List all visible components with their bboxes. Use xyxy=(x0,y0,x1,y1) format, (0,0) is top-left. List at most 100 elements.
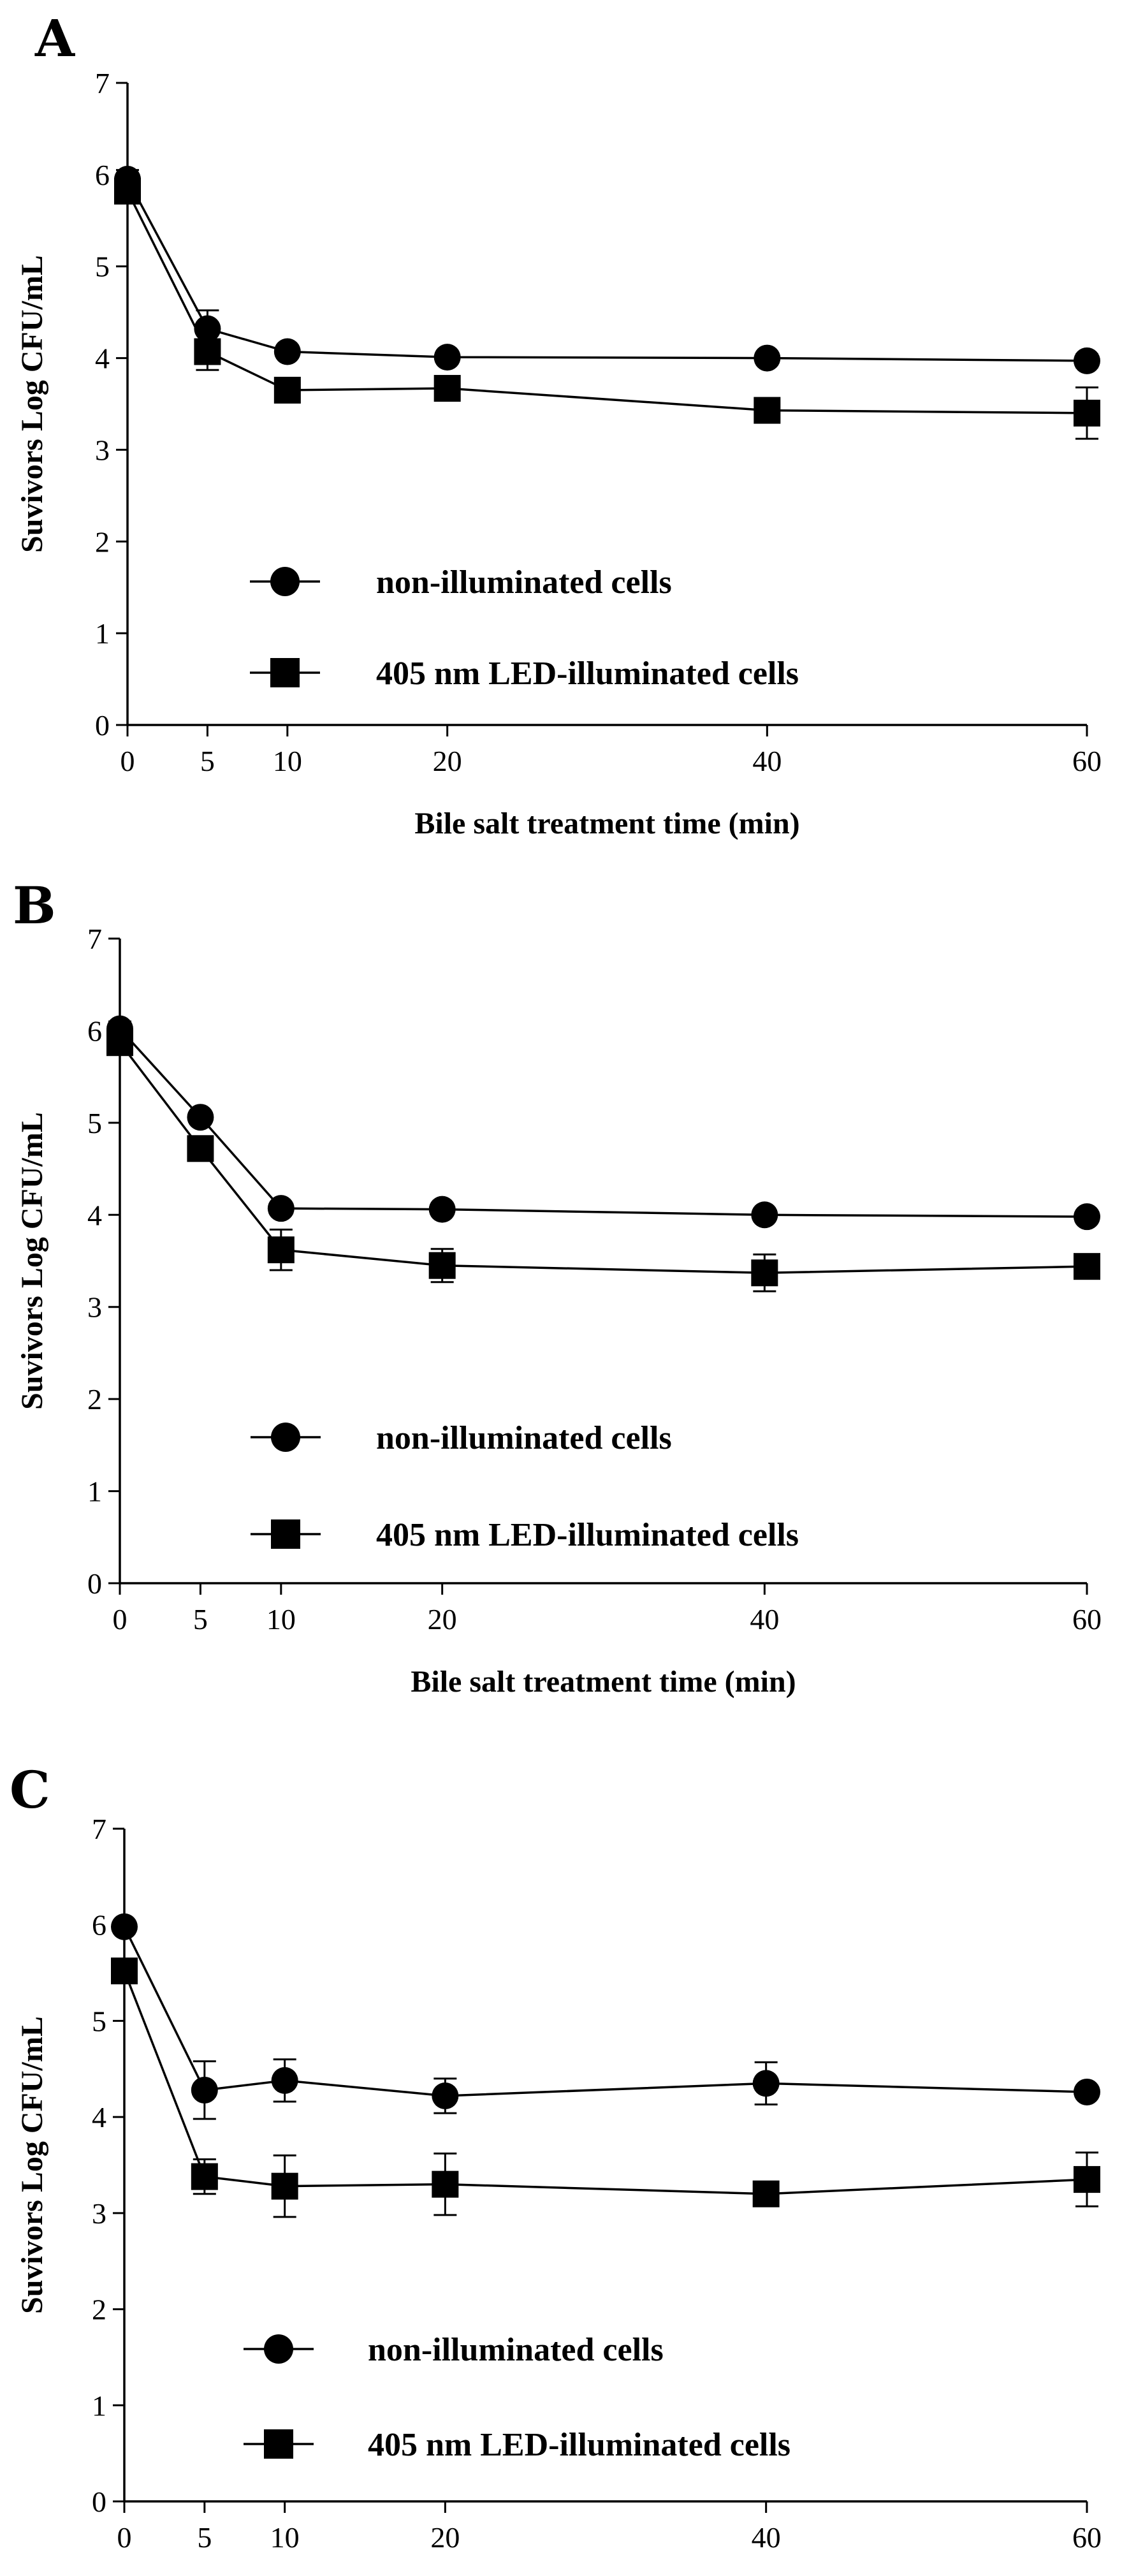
data-point-circle xyxy=(271,2067,298,2094)
data-point-circle xyxy=(751,1201,778,1229)
y-tick-label: 6 xyxy=(92,1909,106,1942)
series-non-illuminated xyxy=(111,1913,1100,2120)
x-tick-label: 60 xyxy=(1072,1603,1102,1636)
y-tick-label: 6 xyxy=(87,1014,102,1047)
data-point-square xyxy=(187,1135,214,1162)
x-tick-label: 5 xyxy=(193,1603,208,1636)
series-line xyxy=(123,1926,1088,2097)
legend-entry: non-illuminated cells xyxy=(244,2332,664,2368)
data-point-circle xyxy=(1074,1203,1100,1231)
data-point-square xyxy=(751,1259,778,1287)
panel-C: C012345670510204060Bile salt treatment t… xyxy=(10,1760,1102,2554)
y-tick-label: 3 xyxy=(92,2197,106,2230)
data-point-square xyxy=(428,1252,456,1279)
y-tick-label: 0 xyxy=(95,709,110,742)
data-point-square xyxy=(754,397,781,424)
x-tick-label: 5 xyxy=(200,745,215,777)
y-tick-label: 7 xyxy=(92,1813,106,1845)
data-point-circle xyxy=(187,1104,214,1131)
x-tick-label: 20 xyxy=(430,2521,460,2554)
data-point-square xyxy=(114,177,141,205)
legend-circle-marker xyxy=(271,1423,300,1452)
y-tick-label: 0 xyxy=(87,1567,102,1600)
x-tick-label: 10 xyxy=(270,2521,300,2554)
x-tick-label: 20 xyxy=(428,1603,457,1636)
series-non-illuminated xyxy=(106,1015,1100,1231)
legend-entry: non-illuminated cells xyxy=(250,564,672,601)
y-tick-label: 1 xyxy=(92,2389,106,2422)
y-tick-label: 4 xyxy=(95,342,110,375)
panel-letter: A xyxy=(34,8,75,68)
y-tick-label: 3 xyxy=(87,1291,102,1324)
series-led-illuminated xyxy=(114,177,1100,440)
data-point-circle xyxy=(433,344,461,371)
panel-letter: C xyxy=(10,1760,50,1820)
x-tick-label: 20 xyxy=(433,745,462,777)
data-point-circle xyxy=(432,2082,459,2109)
y-tick-label: 7 xyxy=(95,67,110,99)
data-point-circle xyxy=(111,1913,138,1940)
legend-label: non-illuminated cells xyxy=(376,1420,672,1456)
data-point-square xyxy=(111,1958,138,1985)
y-tick-label: 5 xyxy=(92,2005,106,2037)
data-point-circle xyxy=(428,1196,456,1223)
y-tick-label: 1 xyxy=(87,1475,102,1508)
x-tick-label: 0 xyxy=(113,1603,127,1636)
y-tick-label: 5 xyxy=(87,1107,102,1139)
legend-square-marker xyxy=(271,1519,300,1549)
series-line xyxy=(126,179,1088,362)
legend-label: non-illuminated cells xyxy=(368,2332,664,2368)
legend-label: 405 nm LED-illuminated cells xyxy=(368,2427,790,2463)
y-tick-label: 1 xyxy=(95,617,110,650)
y-tick-label: 5 xyxy=(95,251,110,283)
x-tick-label: 10 xyxy=(266,1603,296,1636)
data-point-square xyxy=(1074,2166,1100,2193)
data-point-square xyxy=(106,1029,133,1057)
legend-circle-marker xyxy=(264,2334,293,2364)
y-axis-title: Suvivors Log CFU/mL xyxy=(15,255,49,553)
x-tick-label: 60 xyxy=(1072,2521,1102,2554)
series-line xyxy=(119,1028,1088,1218)
legend-square-marker xyxy=(264,2429,293,2459)
x-axis-title: Bile salt treatment time (min) xyxy=(411,1665,796,1699)
data-point-square xyxy=(273,376,301,404)
x-tick-label: 40 xyxy=(752,745,782,777)
y-tick-label: 4 xyxy=(92,2101,106,2133)
data-point-square xyxy=(433,375,461,402)
data-point-circle xyxy=(1074,2078,1100,2105)
data-point-square xyxy=(191,2163,218,2190)
legend-entry: 405 nm LED-illuminated cells xyxy=(250,655,799,692)
y-tick-label: 7 xyxy=(87,923,102,955)
y-tick-label: 6 xyxy=(95,159,110,191)
y-tick-label: 2 xyxy=(92,2294,106,2326)
data-point-circle xyxy=(1074,347,1100,374)
y-tick-label: 2 xyxy=(87,1383,102,1416)
y-axis-title: Suvivors Log CFU/mL xyxy=(15,2016,49,2314)
data-point-circle xyxy=(752,2070,780,2097)
x-axis-title: Bile salt treatment time (min) xyxy=(414,807,799,840)
series-line xyxy=(123,1970,1088,2195)
legend-label: non-illuminated cells xyxy=(376,564,672,601)
x-tick-label: 40 xyxy=(750,1603,779,1636)
legend-entry: 405 nm LED-illuminated cells xyxy=(251,1517,799,1553)
x-tick-label: 60 xyxy=(1072,745,1102,777)
x-tick-label: 5 xyxy=(197,2521,212,2554)
y-tick-label: 3 xyxy=(95,434,110,466)
legend-square-marker xyxy=(270,658,300,687)
panel-B: B 0 1 2 3 4 5 6 7 0 5 10 20 40 60 Bile salt treatment t… xyxy=(13,875,1102,1699)
data-point-square xyxy=(752,2180,780,2207)
series-led-illuminated xyxy=(111,1958,1100,2218)
x-tick-label: 40 xyxy=(752,2521,781,2554)
y-tick-label: 0 xyxy=(92,2485,106,2518)
y-axis-title: Suvivors Log CFU/mL xyxy=(15,1112,49,1410)
data-point-circle xyxy=(754,344,781,372)
x-tick-label: 0 xyxy=(117,2521,132,2554)
legend-label: 405 nm LED-illuminated cells xyxy=(376,1517,799,1553)
legend-entry: non-illuminated cells xyxy=(251,1420,672,1456)
data-point-circle xyxy=(267,1195,295,1222)
data-point-square xyxy=(432,2170,459,2198)
series-line xyxy=(126,190,1088,414)
data-point-circle xyxy=(194,315,221,342)
y-tick-label: 4 xyxy=(87,1199,102,1231)
